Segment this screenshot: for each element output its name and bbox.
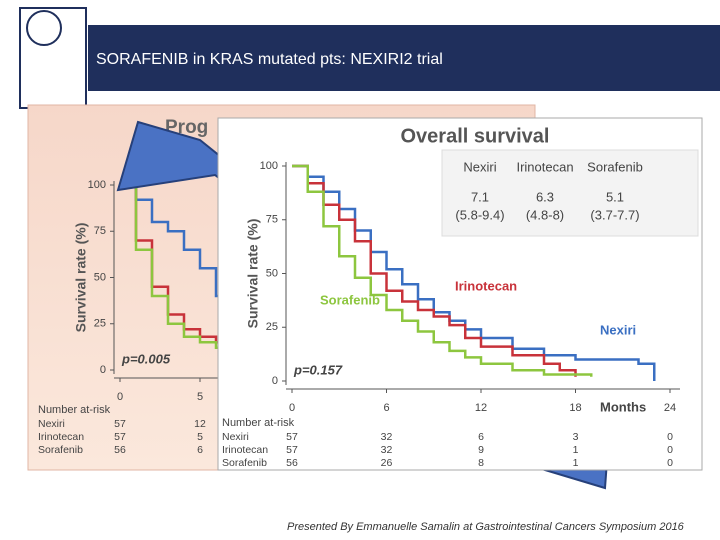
- y-axis-label: Survival rate (%): [73, 223, 89, 333]
- median-ci: (5.8-9.4): [455, 207, 504, 222]
- at-risk-name: Irinotecan: [222, 444, 268, 456]
- x-tick-label: 5: [197, 391, 203, 403]
- at-risk-value: 8: [478, 457, 484, 469]
- median-value: 6.3: [536, 189, 554, 204]
- at-risk-value: 3: [573, 431, 579, 443]
- logo-box: [19, 7, 87, 109]
- y-tick-label: 0: [272, 375, 278, 387]
- x-tick-label: 24: [664, 402, 676, 414]
- at-risk-value: 9: [478, 444, 484, 456]
- at-risk-title: Number at-risk: [38, 404, 111, 416]
- x-tick-label: 18: [569, 402, 581, 414]
- x-tick-label: 12: [475, 402, 487, 414]
- y-axis-label: Survival rate (%): [245, 219, 261, 329]
- y-tick-label: 100: [260, 160, 278, 172]
- at-risk-title: Number at-risk: [222, 417, 295, 429]
- at-risk-value: 1: [573, 444, 579, 456]
- at-risk-value: 56: [114, 444, 126, 456]
- median-header: Irinotecan: [516, 159, 573, 174]
- at-risk-value: 57: [286, 431, 298, 443]
- y-tick-label: 50: [94, 271, 106, 283]
- series-label: Sorafenib: [320, 292, 380, 307]
- y-tick-label: 0: [100, 364, 106, 376]
- at-risk-value: 57: [286, 444, 298, 456]
- y-tick-label: 25: [94, 318, 106, 330]
- logo-seal: [26, 10, 62, 46]
- x-tick-label: 0: [117, 391, 123, 403]
- at-risk-name: Nexiri: [222, 431, 249, 443]
- median-ci: (3.7-7.7): [590, 207, 639, 222]
- at-risk-value: 0: [667, 457, 673, 469]
- footer: Presented By Emmanuelle Samalin at Gastr…: [287, 521, 685, 533]
- at-risk-value: 57: [114, 431, 126, 443]
- series-label: Nexiri: [600, 322, 636, 337]
- title: SORAFENIB in KRAS mutated pts: NEXIRI2 t…: [96, 51, 443, 68]
- at-risk-name: Irinotecan: [38, 431, 84, 443]
- at-risk-value: 26: [381, 457, 393, 469]
- at-risk-value: 12: [194, 418, 206, 430]
- median-ci: (4.8-8): [526, 207, 564, 222]
- front-chart: Overall survival 02550751000575756632322…: [217, 117, 703, 471]
- median-value: 7.1: [471, 189, 489, 204]
- series-label: Irinotecan: [455, 278, 517, 293]
- survival-curve: [120, 183, 234, 352]
- front-chart-title: Overall survival: [401, 125, 550, 147]
- y-tick-label: 25: [266, 321, 278, 333]
- header: SORAFENIB in KRAS mutated pts: NEXIRI2 t…: [19, 7, 720, 109]
- at-risk-value: 6: [478, 431, 484, 443]
- at-risk-value: 6: [197, 444, 203, 456]
- at-risk-value: 1: [573, 457, 579, 469]
- median-header: Sorafenib: [587, 159, 643, 174]
- survival-curve: [292, 164, 593, 377]
- at-risk-value: 56: [286, 457, 298, 469]
- p-value: p=0.157: [293, 362, 343, 377]
- y-tick-label: 75: [94, 225, 106, 237]
- at-risk-value: 5: [197, 431, 203, 443]
- p-value: p=0.005: [121, 351, 171, 366]
- at-risk-value: 32: [381, 444, 393, 456]
- at-risk-name: Sorafenib: [38, 444, 83, 456]
- at-risk-value: 32: [381, 431, 393, 443]
- at-risk-value: 0: [667, 444, 673, 456]
- survival-curve: [120, 183, 234, 315]
- at-risk-name: Sorafenib: [222, 457, 267, 469]
- x-axis-label: Months: [600, 399, 646, 414]
- x-tick-label: 0: [289, 402, 295, 414]
- header-band: [88, 25, 720, 91]
- median-value: 5.1: [606, 189, 624, 204]
- y-tick-label: 100: [88, 179, 106, 191]
- at-risk-value: 0: [667, 431, 673, 443]
- median-table: [441, 149, 699, 237]
- at-risk-value: 57: [114, 418, 126, 430]
- x-tick-label: 6: [383, 402, 389, 414]
- y-tick-label: 50: [266, 267, 278, 279]
- y-tick-label: 75: [266, 214, 278, 226]
- median-header: Nexiri: [463, 159, 496, 174]
- at-risk-name: Nexiri: [38, 418, 65, 430]
- survival-curve: [292, 164, 577, 377]
- survival-curve: [120, 183, 234, 348]
